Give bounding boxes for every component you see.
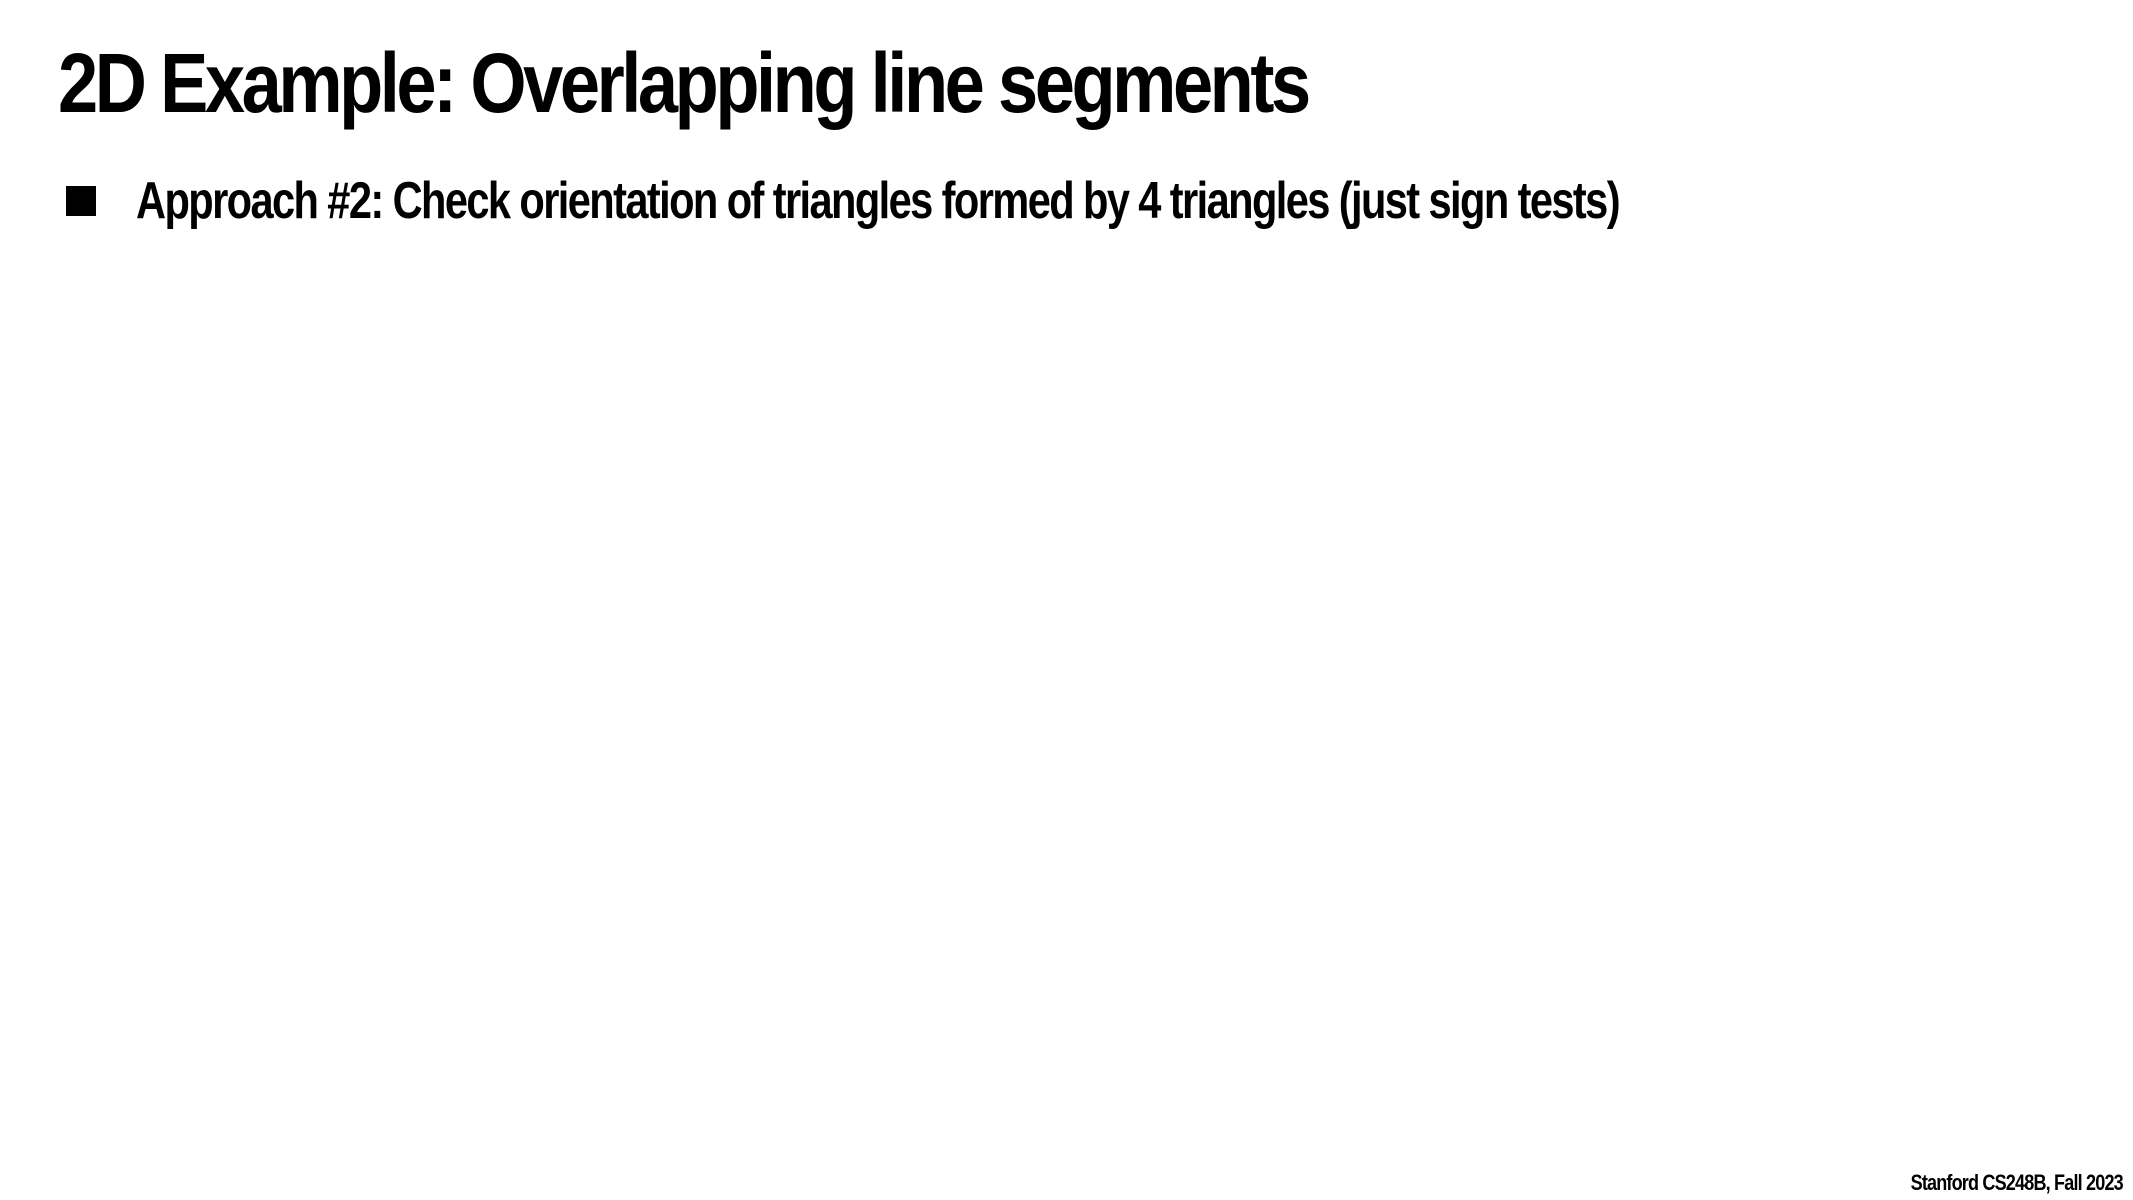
square-bullet-icon	[66, 186, 96, 216]
bullet-list: Approach #2: Check orientation of triang…	[66, 166, 1990, 236]
bullet-text: Approach #2: Check orientation of triang…	[136, 172, 1621, 230]
slide-title: 2D Example: Overlapping line segments	[58, 36, 1311, 130]
bullet-item: Approach #2: Check orientation of triang…	[66, 166, 1990, 236]
slide-footer: Stanford CS248B, Fall 2023	[1910, 1170, 2124, 1195]
